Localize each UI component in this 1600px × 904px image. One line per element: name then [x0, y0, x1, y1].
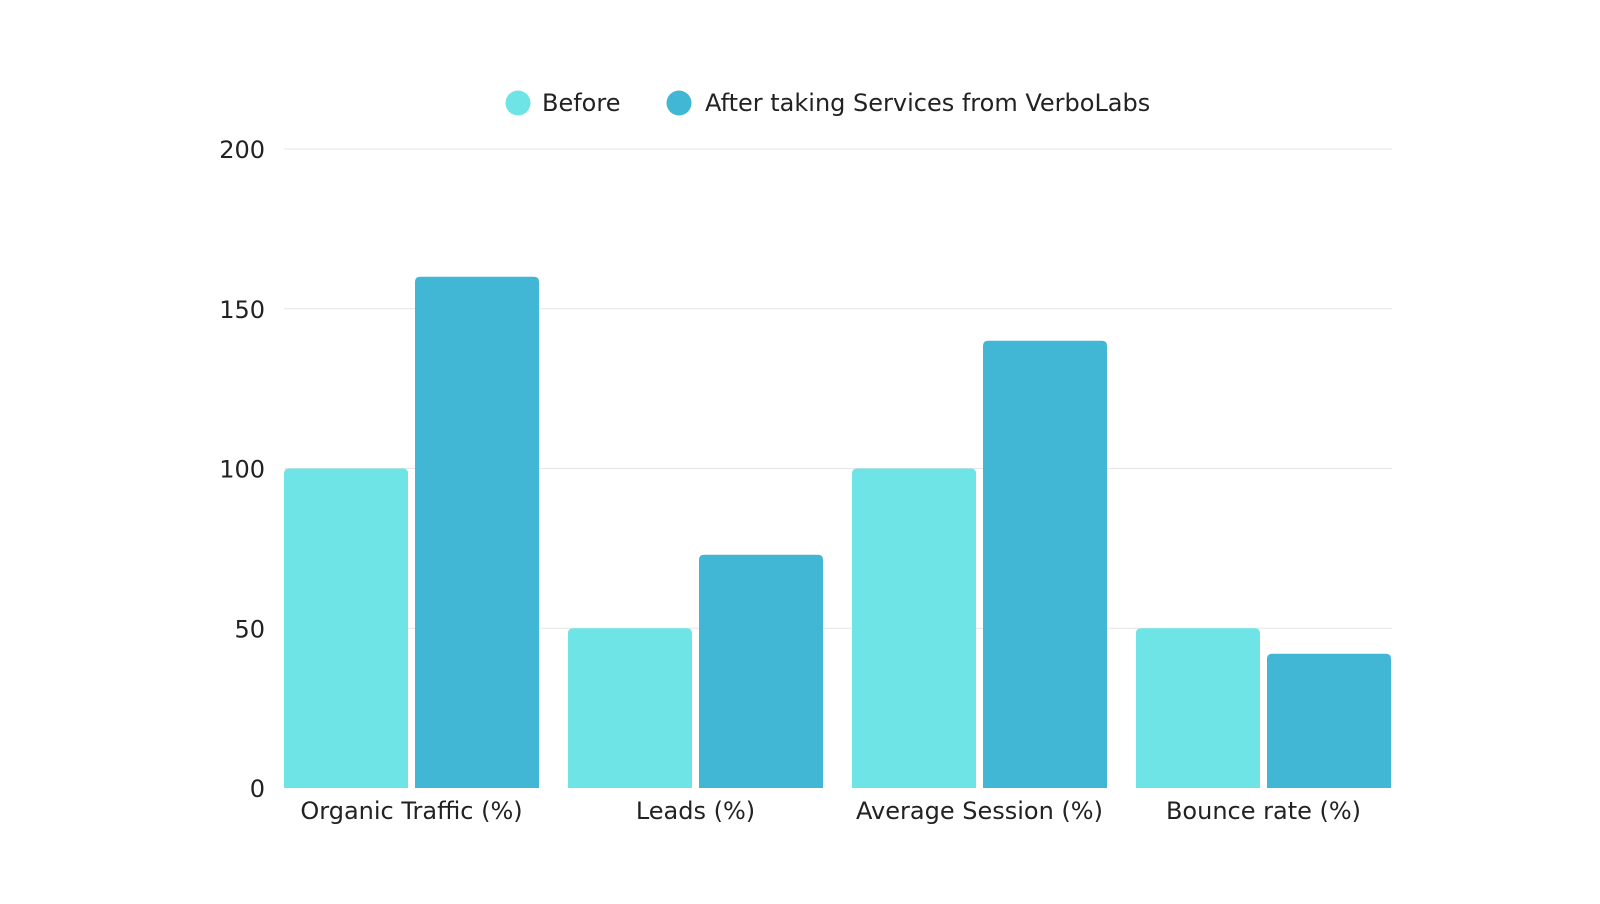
y-tick-label: 150 — [219, 296, 265, 324]
bar-after-3 — [1267, 653, 1391, 788]
bar-before-1 — [568, 628, 692, 788]
x-tick-label: Bounce rate (%) — [1166, 797, 1361, 825]
legend-label: Before — [542, 89, 620, 117]
x-axis-tick-labels: Organic Traffic (%) Leads (%) Average Sess… — [300, 797, 1361, 825]
legend-swatch — [666, 90, 692, 116]
y-axis-tick-labels: 0 50 100 150 200 — [219, 136, 265, 803]
bar-before-0 — [284, 468, 408, 788]
bar-after-0 — [415, 276, 539, 788]
y-tick-label: 200 — [219, 136, 265, 164]
legend-label: After taking Services from VerboLabs — [705, 89, 1150, 117]
bar-before-3 — [1136, 628, 1260, 788]
bar-after-1 — [699, 554, 823, 788]
legend-swatch — [505, 90, 531, 116]
y-tick-label: 50 — [234, 615, 265, 643]
x-tick-label: Leads (%) — [636, 797, 755, 825]
bar-after-2 — [983, 340, 1107, 788]
legend: Before After taking Services from VerboLa… — [505, 89, 1150, 117]
x-tick-label: Organic Traffic (%) — [300, 797, 522, 825]
y-tick-label: 0 — [250, 775, 265, 803]
y-tick-label: 100 — [219, 456, 265, 484]
bars — [284, 276, 1391, 788]
x-tick-label: Average Session (%) — [856, 797, 1103, 825]
bar-before-2 — [852, 468, 976, 788]
